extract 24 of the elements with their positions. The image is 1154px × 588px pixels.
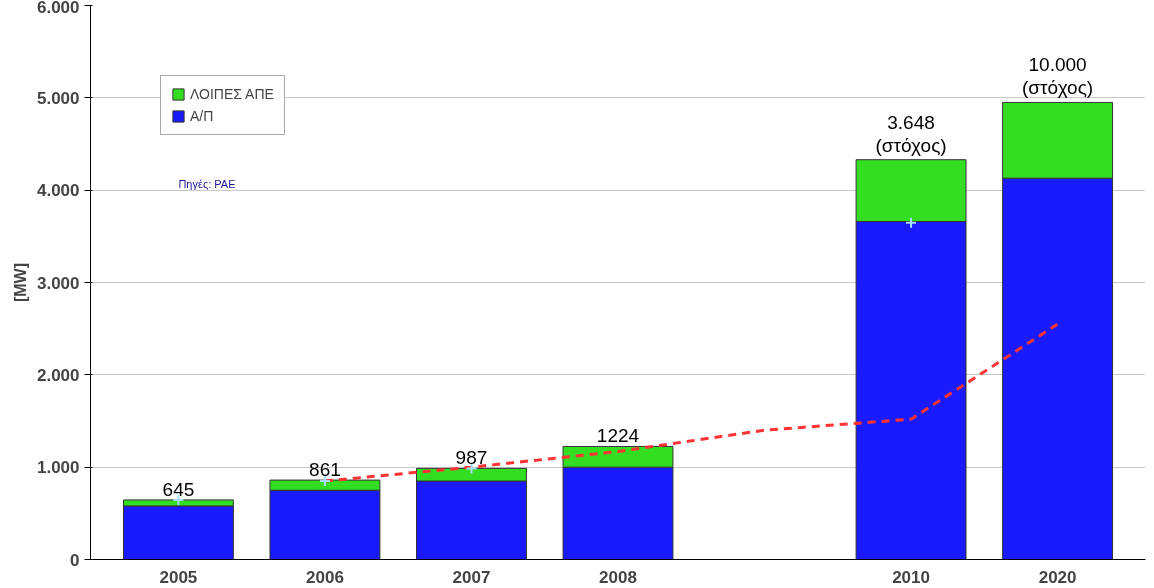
x-tick-label: 2020 xyxy=(1038,567,1077,587)
y-tick-label: 4.000 xyxy=(36,181,80,201)
y-axis-title: [MW] xyxy=(11,262,29,303)
total-label: 1224 xyxy=(596,425,640,447)
y-tick-label: 3.000 xyxy=(36,273,80,293)
legend-label: Α/Π xyxy=(190,108,214,124)
x-tick-label: 2005 xyxy=(159,567,198,587)
point xyxy=(905,216,918,229)
legend-label: ΛΟΙΠΕΣ ΑΠΕ xyxy=(190,86,274,102)
y-tick-label: 1.000 xyxy=(36,458,80,478)
x-tick-label: 2006 xyxy=(306,567,344,587)
x-tick-label: 2007 xyxy=(452,567,491,587)
x-tick-label: 2010 xyxy=(892,567,930,587)
annotation: 10.000 (στόχος) xyxy=(1022,54,1094,99)
y-tick-label: 0 xyxy=(70,550,80,570)
y-tick-label: 6.000 xyxy=(36,0,80,17)
total-label: 645 xyxy=(162,478,195,500)
x-tick-label: 2008 xyxy=(599,567,637,587)
total-label: 987 xyxy=(455,447,488,469)
y-tick-label: 5.000 xyxy=(36,88,80,108)
annotation: 3.648 (στόχος) xyxy=(875,111,947,156)
y-tick-label: 2.000 xyxy=(36,365,80,385)
annotation: Πηγές: ΡΑΕ xyxy=(178,178,236,191)
total-label: 861 xyxy=(309,459,341,481)
